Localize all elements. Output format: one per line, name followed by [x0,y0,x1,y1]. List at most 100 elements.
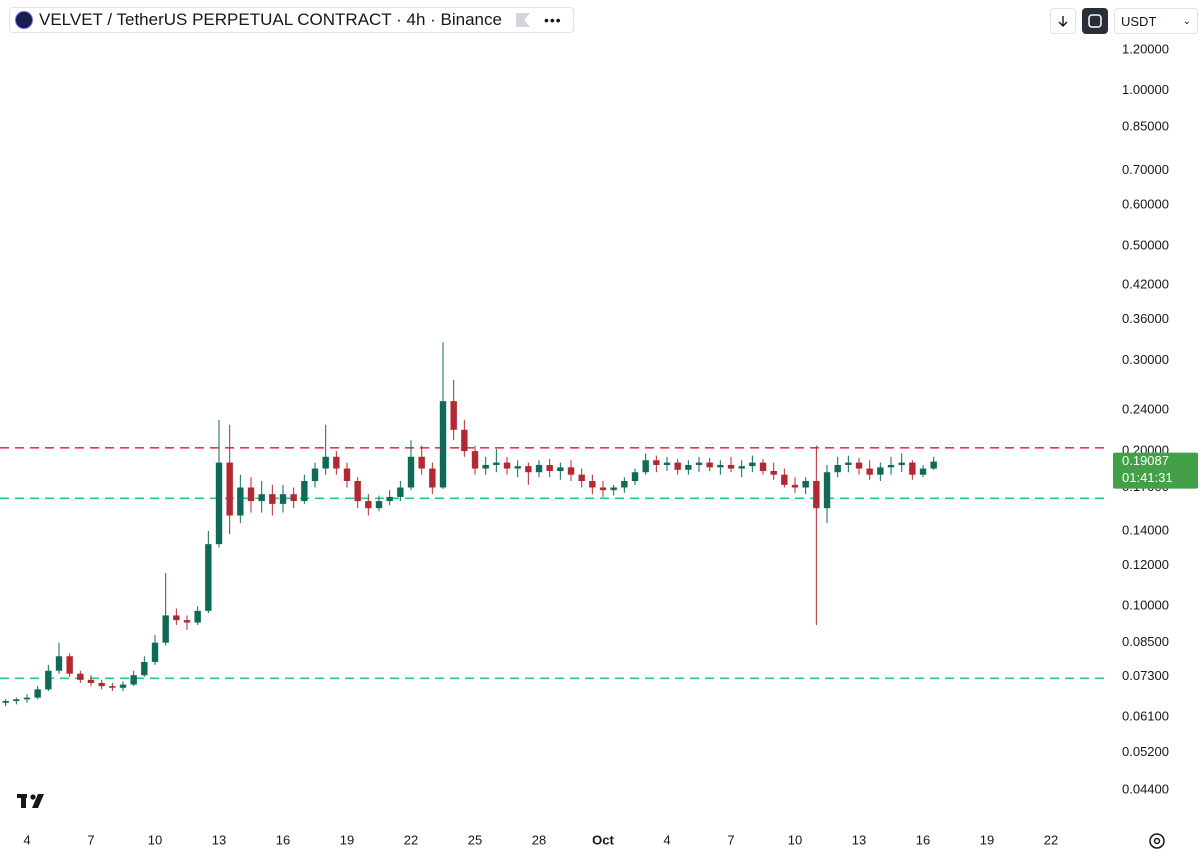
candle-body [237,487,244,516]
candle-body [919,468,927,475]
candle-body [375,501,383,509]
candle-body [151,642,159,662]
sync-icon [1088,14,1102,28]
y-tick-label: 1.20000 [1122,41,1169,56]
candle-body [631,472,639,482]
candle-body [439,401,447,488]
candle-body [845,462,852,465]
x-tick-label: 16 [916,832,930,847]
candle-body [546,464,553,471]
candle-body [194,610,201,623]
candle-body [290,494,297,502]
candle-body [578,474,585,482]
candle-body [55,656,63,671]
chevron: ⌄ [1182,15,1191,27]
y-tick-label: 0.12000 [1122,557,1169,572]
candle-body [589,481,596,488]
candle-body [685,464,692,470]
candle-body [653,460,660,465]
symbol-header[interactable]: VELVET / TetherUS PERPETUAL CONTRACT · 4… [9,7,574,33]
candle-body [109,686,116,688]
candle-body [269,494,276,504]
y-tick-label: 0.85000 [1122,119,1169,134]
candle-body [503,462,511,469]
candle-body [45,670,52,690]
candle-body [706,462,713,468]
candle-body [130,675,137,685]
candle-body [535,464,543,473]
x-tick-label: 13 [212,832,226,847]
candle-body [205,544,212,611]
settings-icon[interactable] [1149,833,1165,849]
candle-body [738,466,745,469]
y-tick-label: 0.07300 [1122,668,1169,683]
x-tick-label: 10 [788,832,802,847]
candle-body [887,464,895,468]
y-tick-label: 0.08500 [1122,634,1169,649]
price-label-value: 0.19087 [1122,453,1169,468]
candle-body [866,468,873,475]
candle-body [23,697,31,700]
candle-body [226,462,233,516]
candle-body [642,460,649,473]
candle-body [909,462,916,475]
y-tick-label: 0.04400 [1122,782,1169,797]
candle-body [557,467,564,471]
candle-body [610,487,617,491]
x-tick-label: 19 [340,832,354,847]
candle-body [429,468,436,488]
candle-body [162,615,169,643]
y-tick-label: 0.24000 [1122,402,1169,417]
candle-body [322,456,329,469]
candle-body [386,496,393,502]
candle-body [311,468,319,482]
candle-body [66,656,73,674]
candle-body [141,661,148,676]
y-tick-label: 0.70000 [1122,162,1169,177]
candle-body [279,494,287,504]
tv-logo [17,794,44,808]
sync-button[interactable] [1082,8,1108,34]
candle-body [823,472,831,509]
x-tick-label: 25 [468,832,482,847]
candle-body [482,464,489,469]
candle-body [461,429,468,452]
more-icon[interactable]: ••• [543,12,562,28]
y-tick-label: 0.14000 [1122,522,1169,537]
candle-body [567,467,575,475]
x-tick-label: 28 [532,832,546,847]
candle-body [663,462,671,465]
candle-body [855,462,863,469]
x-tick-label: 22 [404,832,418,847]
y-tick-label: 0.60000 [1122,197,1169,212]
candle-body [471,451,479,469]
candle-body [727,464,735,469]
candle-body [493,462,500,465]
flag-icon[interactable] [515,13,530,27]
x-tick-label: 16 [276,832,290,847]
y-tick-label: 0.50000 [1122,237,1169,252]
candle-body [621,481,628,488]
candle-body [87,679,95,683]
candle-body [930,461,937,469]
symbol-title: VELVET / TetherUS PERPETUAL CONTRACT · 4… [39,10,502,29]
candle-body [173,615,180,621]
candle-body [98,682,105,687]
y-tick-label: 0.36000 [1122,311,1169,326]
currency-select[interactable]: USDT ⌄ [1114,8,1198,34]
candle-body [759,462,767,471]
x-tick-label: 4 [663,832,670,847]
candle-body [258,494,265,502]
candle-body [525,466,532,473]
candle-body [354,481,361,502]
candle-body [119,684,127,688]
candle-body [781,474,788,485]
candle-body [183,620,191,623]
candle-body [247,487,255,502]
candle-body [215,462,223,545]
down-arrow [1058,16,1068,27]
candle-body [333,456,340,469]
down-button[interactable] [1050,8,1076,34]
